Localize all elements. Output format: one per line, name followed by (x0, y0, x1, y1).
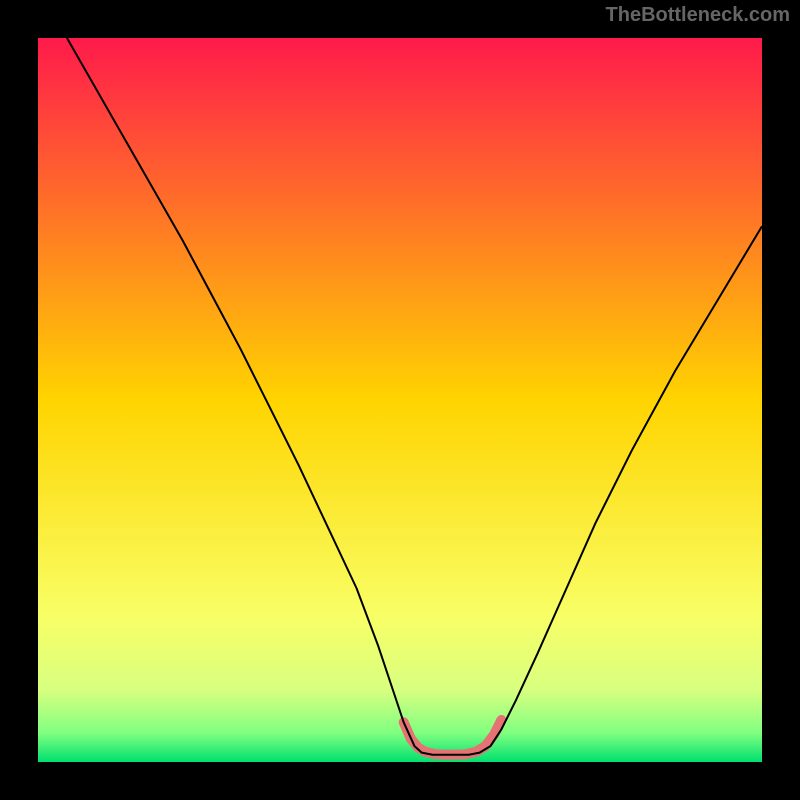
bottleneck-chart (0, 0, 800, 800)
watermark-text: TheBottleneck.com (606, 4, 790, 27)
chart-background (38, 38, 762, 762)
